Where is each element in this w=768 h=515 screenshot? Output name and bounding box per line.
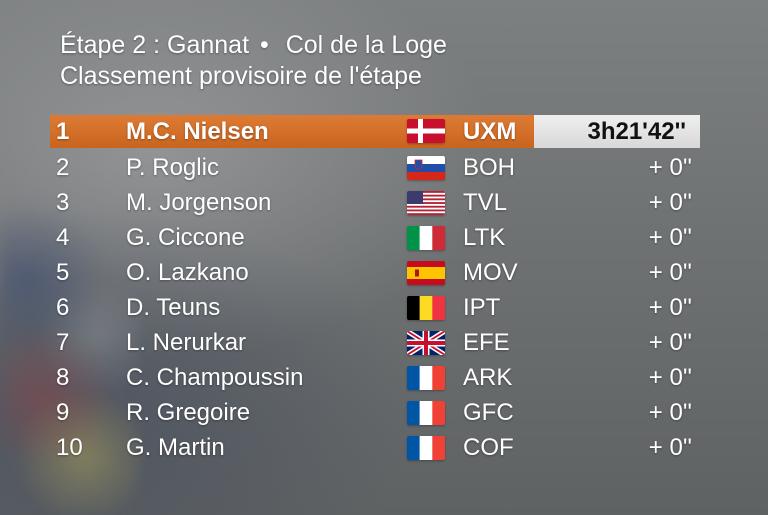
rider-name: G. Ciccone [126, 224, 245, 251]
france-flag-icon [407, 401, 445, 425]
time-gap: + 0'' [648, 259, 692, 286]
team-code: UXM [463, 118, 517, 145]
stage-name: Étape 2 : Gannat [60, 31, 250, 59]
rank: 2 [56, 154, 70, 181]
belgium-flag-icon [407, 296, 445, 320]
stage-title: Étape 2 : Gannat • Col de la Loge [60, 30, 447, 61]
time-gap: + 0'' [648, 294, 692, 321]
standings-row: 6 D. Teuns IPT + 0'' [50, 290, 700, 325]
rider-name: O. Lazkano [126, 259, 249, 286]
rank: 3 [56, 189, 70, 216]
slovenia-flag-icon [407, 156, 445, 180]
italy-flag-icon [407, 226, 445, 250]
team-code: IPT [463, 294, 501, 321]
team-code: EFE [463, 329, 510, 356]
standings-row: 9 R. Gregoire GFC + 0'' [50, 395, 700, 430]
spain-flag-icon [407, 261, 445, 285]
rank: 7 [56, 329, 70, 356]
rider-name: D. Teuns [126, 294, 221, 321]
rider-name: C. Champoussin [126, 364, 304, 391]
rider-name: L. Nerurkar [126, 329, 247, 356]
standings-row: 8 C. Champoussin ARK + 0'' [50, 360, 700, 395]
standings-row: 7 L. Nerurkar EFE + 0'' [50, 325, 700, 360]
standings-row-leader: 1 M.C. Nielsen UXM 3h21'42'' [50, 115, 700, 148]
france-flag-icon [407, 436, 445, 460]
rider-name: P. Roglic [126, 154, 219, 181]
standings-row: 5 O. Lazkano MOV + 0'' [50, 255, 700, 290]
time-gap: + 0'' [648, 329, 692, 356]
team-code: LTK [463, 224, 506, 251]
rider-name: G. Martin [126, 434, 225, 461]
standings-row: 3 M. Jorgenson TVL + 0'' [50, 185, 700, 220]
rank: 1 [56, 118, 70, 145]
uk-flag-icon [407, 331, 445, 355]
rank: 10 [56, 434, 83, 461]
time-gap: + 0'' [648, 364, 692, 391]
rank: 9 [56, 399, 70, 426]
denmark-flag-icon [407, 119, 445, 143]
team-code: MOV [463, 259, 518, 286]
stage-finish: Col de la Loge [285, 31, 447, 59]
rider-name: M.C. Nielsen [126, 118, 269, 145]
leader-time-box [534, 115, 700, 148]
stage-time: 3h21'42'' [587, 118, 686, 145]
rank: 4 [56, 224, 70, 251]
rank: 8 [56, 364, 70, 391]
standings-subtitle: Classement provisoire de l'étape [60, 62, 422, 90]
rider-name: M. Jorgenson [126, 189, 272, 216]
team-code: TVL [463, 189, 508, 216]
rank: 6 [56, 294, 70, 321]
team-code: ARK [463, 364, 513, 391]
team-code: BOH [463, 154, 516, 181]
leader-highlight-bar [50, 115, 534, 148]
rider-name: R. Gregoire [126, 399, 251, 426]
time-gap: + 0'' [648, 434, 692, 461]
team-code: GFC [463, 399, 514, 426]
standings-row: 2 P. Roglic BOH + 0'' [50, 150, 700, 185]
france-flag-icon [407, 366, 445, 390]
time-gap: + 0'' [648, 224, 692, 251]
rank: 5 [56, 259, 70, 286]
usa-flag-icon [407, 191, 445, 215]
background-crowd [0, 120, 140, 515]
time-gap: + 0'' [648, 154, 692, 181]
standings-row: 10 G. Martin COF + 0'' [50, 430, 700, 465]
time-gap: + 0'' [648, 399, 692, 426]
team-code: COF [463, 434, 514, 461]
time-gap: + 0'' [648, 189, 692, 216]
standings-row: 4 G. Ciccone LTK + 0'' [50, 220, 700, 255]
graphic-header: Étape 2 : Gannat • Col de la Loge Classe… [60, 30, 447, 92]
title-separator: • [259, 31, 269, 59]
standings-table: 1 M.C. Nielsen UXM 3h21'42'' 2 P. Roglic… [50, 115, 700, 465]
